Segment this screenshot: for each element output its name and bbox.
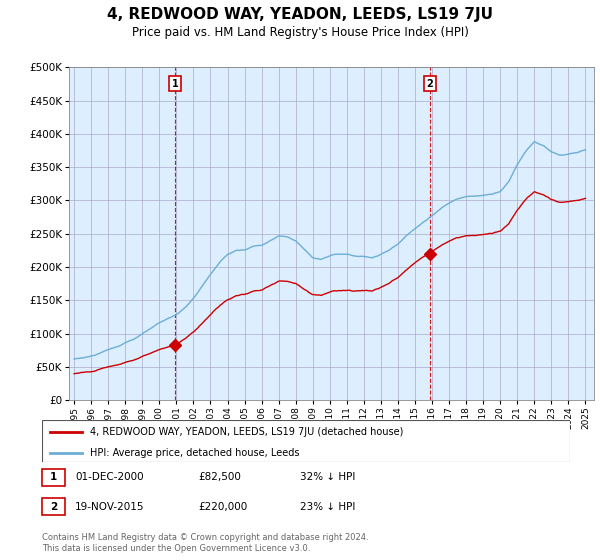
Text: 23% ↓ HPI: 23% ↓ HPI: [300, 502, 355, 512]
Text: £82,500: £82,500: [198, 472, 241, 482]
Text: 32% ↓ HPI: 32% ↓ HPI: [300, 472, 355, 482]
Text: 2: 2: [427, 79, 433, 89]
Text: 1: 1: [50, 472, 57, 482]
Text: 01-DEC-2000: 01-DEC-2000: [75, 472, 143, 482]
Text: 4, REDWOOD WAY, YEADON, LEEDS, LS19 7JU (detached house): 4, REDWOOD WAY, YEADON, LEEDS, LS19 7JU …: [89, 427, 403, 437]
Text: 19-NOV-2015: 19-NOV-2015: [75, 502, 145, 512]
Text: 4, REDWOOD WAY, YEADON, LEEDS, LS19 7JU: 4, REDWOOD WAY, YEADON, LEEDS, LS19 7JU: [107, 7, 493, 22]
Text: 2: 2: [50, 502, 57, 512]
Text: Price paid vs. HM Land Registry's House Price Index (HPI): Price paid vs. HM Land Registry's House …: [131, 26, 469, 39]
Text: 1: 1: [172, 79, 178, 89]
FancyBboxPatch shape: [42, 420, 570, 462]
Text: HPI: Average price, detached house, Leeds: HPI: Average price, detached house, Leed…: [89, 448, 299, 458]
Text: Contains HM Land Registry data © Crown copyright and database right 2024.
This d: Contains HM Land Registry data © Crown c…: [42, 533, 368, 553]
Text: £220,000: £220,000: [198, 502, 247, 512]
